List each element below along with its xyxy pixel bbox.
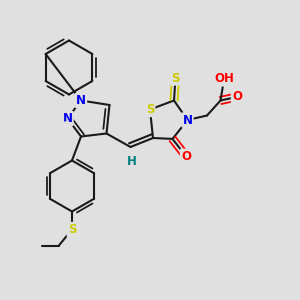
Text: N: N xyxy=(76,94,86,107)
Text: S: S xyxy=(146,103,154,116)
Text: N: N xyxy=(62,112,73,125)
Text: O: O xyxy=(232,90,242,104)
Text: O: O xyxy=(181,150,191,163)
Text: N: N xyxy=(182,113,193,127)
Text: S: S xyxy=(171,71,180,85)
Text: S: S xyxy=(68,223,76,236)
Text: OH: OH xyxy=(214,72,234,86)
Text: H: H xyxy=(127,155,137,168)
